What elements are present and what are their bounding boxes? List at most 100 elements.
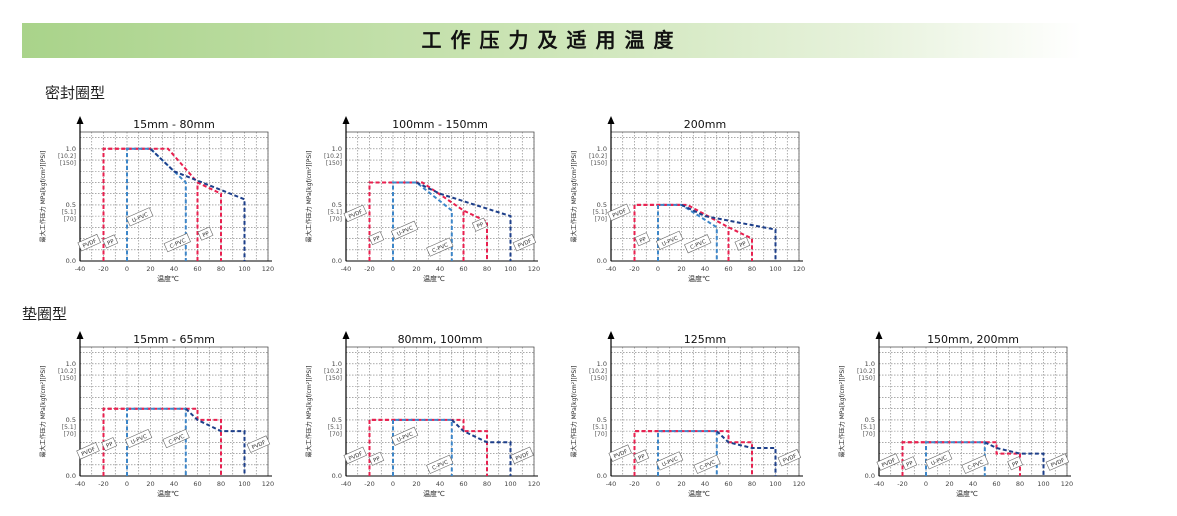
y-tick-sub-label: [150] <box>326 375 342 382</box>
x-tick-label: -40 <box>606 480 617 488</box>
series-line-u-pvc <box>657 430 718 476</box>
chart-seal-15-80mm: 15mm - 80mm 1.0[10.2][150] 0.5[5.1][70] 0.0… <box>39 116 274 283</box>
x-tick-label: -20 <box>629 265 640 273</box>
y-tick-sub-label: [10.2] <box>589 153 607 160</box>
series-tag-label: PP <box>373 456 382 464</box>
series-line-c-pvc <box>984 441 1045 476</box>
chart-title: 125mm <box>684 333 726 346</box>
chart-gasket-150-200mm: 150mm, 200mm 1.0[10.2][150] 0.5[5.1][70] 0.… <box>838 331 1073 498</box>
series-tag-label: PVDF <box>81 447 97 458</box>
y-tick-sub-label: [10.2] <box>324 153 342 160</box>
series-tag: PP <box>368 231 385 246</box>
x-tick-label: 80 <box>483 265 491 273</box>
series-tag-label: PP <box>202 231 211 239</box>
y-tick-sub-label: [5.1] <box>328 209 342 216</box>
series-tag-label: C-PVC <box>432 242 450 254</box>
x-tick-label: 20 <box>677 480 685 488</box>
series-tag-label: U-PVC <box>396 225 414 237</box>
x-tick-label: 40 <box>170 480 178 488</box>
x-tick-label: 120 <box>528 265 540 273</box>
x-tick-label: -40 <box>75 480 86 488</box>
series-tag-box <box>76 442 100 460</box>
y-tick-sub-label: [150] <box>60 375 76 382</box>
series-line-c-pvc <box>416 181 512 261</box>
series-tag: U-PVC <box>925 450 953 470</box>
series-tag-box <box>512 233 537 252</box>
y-tick-sub-label: [5.1] <box>328 424 342 431</box>
y-tick-label: 0.5 <box>332 201 342 209</box>
y-tick-label: 0.0 <box>332 257 342 265</box>
series-tag: C-PVC <box>684 234 712 254</box>
x-tick-label: 40 <box>436 265 444 273</box>
y-axis-label: 最大工作压力 MPa[kgf/cm²][PSI] <box>305 366 313 458</box>
section-label-gasket: 垫圈型 <box>22 305 68 323</box>
series-tag-label: U-PVC <box>130 434 148 446</box>
y-tick-label: 0.0 <box>597 472 607 480</box>
series-tag: PP <box>102 234 119 249</box>
series-tag: U-PVC <box>390 220 419 240</box>
series-tag-box <box>693 454 721 474</box>
series-tag: C-PVC <box>426 454 454 474</box>
x-tick-label: -20 <box>364 480 375 488</box>
series-line-u-pvc <box>126 147 187 261</box>
y-tick-sub-label: [150] <box>60 160 76 167</box>
y-tick-label: 1.0 <box>597 145 607 153</box>
x-axis-label: 温度℃ <box>423 274 445 283</box>
x-tick-label: 20 <box>146 480 154 488</box>
series-tag-label: C-PVC <box>432 460 450 472</box>
series-tag: PP <box>101 437 118 452</box>
y-tick-sub-label: [5.1] <box>861 424 875 431</box>
x-tick-label: 120 <box>1061 480 1073 488</box>
x-axis-label: 温度℃ <box>688 489 710 498</box>
series-tag-label: PP <box>107 238 116 246</box>
chart-seal-200mm: 200mm 1.0[10.2][150] 0.5[5.1][70] 0.0-40 -20… <box>570 116 805 283</box>
series-line-c-pvc <box>451 419 512 476</box>
y-tick-sub-label: [10.2] <box>857 368 875 375</box>
y-axis-arrow <box>342 331 350 339</box>
series-tag-label: PVDF <box>613 449 629 460</box>
series-tag-box <box>124 428 153 449</box>
series-tag-label: PVDF <box>251 440 267 451</box>
x-tick-label: 100 <box>238 265 250 273</box>
series-tag: PVDF <box>777 448 802 467</box>
x-tick-label: -20 <box>98 480 109 488</box>
grid <box>878 346 1068 477</box>
y-axis-arrow <box>875 331 883 339</box>
y-tick-label: 1.0 <box>66 360 76 368</box>
y-tick-sub-label: [70] <box>595 431 607 438</box>
y-axis-label: 最大工作压力 MPa[kgf/cm²][PSI] <box>570 151 578 243</box>
x-tick-label: 100 <box>504 265 516 273</box>
series-tag-box <box>684 234 712 254</box>
series-tag: U-PVC <box>126 207 154 227</box>
series-tag-label: PP <box>906 460 915 468</box>
series-tag-label: PP <box>476 222 485 230</box>
series-tag-label: PP <box>1011 460 1020 468</box>
x-tick-label: 0 <box>125 265 129 273</box>
x-tick-label: 0 <box>656 265 660 273</box>
series-tag-label: PVDF <box>348 451 364 462</box>
series-tag-label: PVDF <box>348 209 364 220</box>
x-tick-label: 120 <box>793 265 805 273</box>
x-tick-label: 40 <box>170 265 178 273</box>
x-tick-label: 100 <box>769 265 781 273</box>
x-tick-label: 60 <box>193 480 201 488</box>
x-tick-label: -20 <box>364 265 375 273</box>
x-tick-label: 60 <box>724 265 732 273</box>
series-tag-label: U-PVC <box>396 431 414 443</box>
series-tag-box <box>607 203 631 222</box>
series-line-pp <box>633 203 682 261</box>
series-tag-label: PVDF <box>782 453 798 464</box>
y-axis-arrow <box>76 116 84 124</box>
y-tick-label: 0.0 <box>597 257 607 265</box>
series-line-pvdf <box>102 407 222 476</box>
x-axis-label: 温度℃ <box>157 489 179 498</box>
series-tag-label: PP <box>638 453 647 461</box>
y-tick-sub-label: [70] <box>595 216 607 223</box>
y-tick-label: 0.5 <box>332 416 342 424</box>
series-tag-box <box>901 456 918 471</box>
series-tag: PVDF <box>77 233 101 252</box>
y-axis-arrow <box>607 331 615 339</box>
series-tag: C-PVC <box>163 233 191 253</box>
series-tag: U-PVC <box>390 426 419 446</box>
series-tag: PP <box>634 232 651 247</box>
